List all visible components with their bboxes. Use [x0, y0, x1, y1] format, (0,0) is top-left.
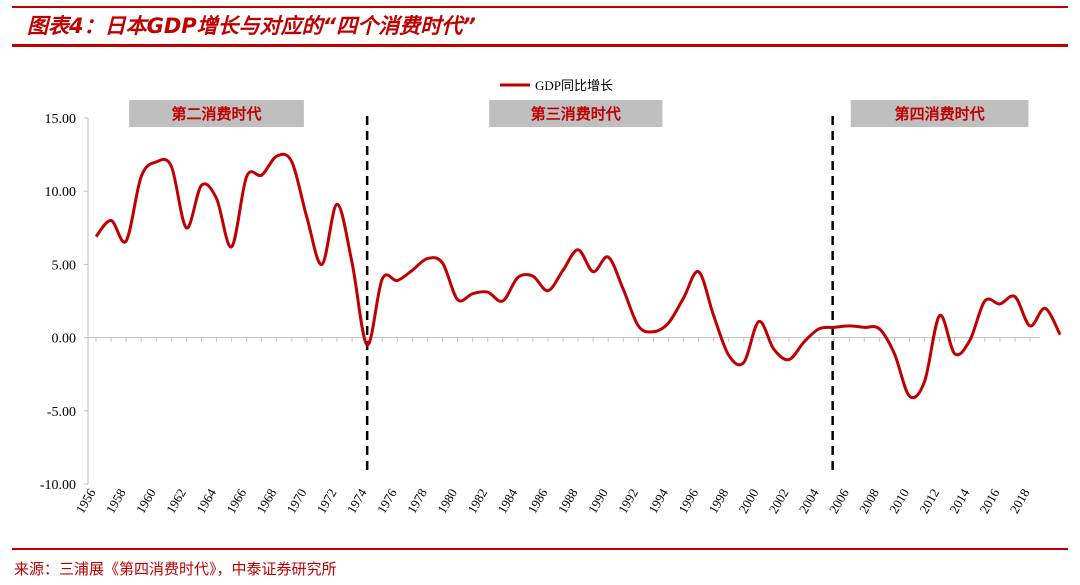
- x-tick-label: 2008: [856, 486, 882, 516]
- x-tick-label: 1992: [615, 486, 641, 516]
- x-tick-label: 2002: [766, 486, 792, 516]
- y-tick-label: 10.00: [45, 185, 77, 200]
- x-tick-label: 1994: [645, 486, 671, 516]
- x-tick-label: 1962: [163, 486, 189, 516]
- x-tick-label: 1984: [494, 486, 520, 516]
- x-tick-label: 2010: [886, 486, 912, 516]
- x-tick-label: 1980: [434, 486, 460, 516]
- footer: 来源：三浦展《第四消费时代》，中泰证券研究所: [0, 540, 1080, 585]
- x-tick-label: 2018: [1007, 486, 1033, 516]
- y-tick-label: -10.00: [40, 478, 76, 493]
- series-line-gdp: [94, 152, 1062, 400]
- footer-rule: [12, 548, 1068, 550]
- y-tick-label: 15.00: [45, 112, 77, 127]
- era-box: [129, 100, 304, 127]
- x-tick-label: 1976: [374, 486, 400, 516]
- legend-label: GDP同比增长: [535, 78, 613, 93]
- x-tick-label: 1960: [133, 486, 159, 516]
- chart: 15.00 10.00 5.00 0.00 -5.00 -10.00 1956 1958 196…: [0, 50, 1080, 540]
- x-tick-label: 1982: [464, 486, 490, 516]
- page-title: 图表4：日本GDP增长与对应的“四个消费时代”: [27, 14, 476, 38]
- era-box: [850, 100, 1029, 127]
- x-tick-label: 1988: [555, 486, 581, 516]
- era-box: [489, 100, 663, 127]
- x-tick-label: 1990: [585, 486, 611, 516]
- source-note: 来源：三浦展《第四消费时代》，中泰证券研究所: [14, 560, 337, 578]
- x-tick-label: 2016: [976, 486, 1002, 516]
- x-tick-label: 1956: [73, 486, 99, 516]
- x-tick-label: 2012: [916, 486, 942, 516]
- header-bottom-rule: [12, 44, 1068, 47]
- x-tick-label: 1974: [344, 486, 370, 516]
- x-tick-label: 2006: [826, 486, 852, 516]
- x-tick-label: 1998: [705, 486, 731, 516]
- x-tick-label: 2014: [946, 486, 972, 516]
- era-label: 第三消费时代: [531, 105, 621, 123]
- x-tick-label: 1970: [284, 486, 310, 516]
- x-tick-label: 1968: [253, 486, 279, 516]
- x-tick-label: 1996: [675, 486, 701, 516]
- x-tick-label: 1966: [223, 486, 249, 516]
- x-tick-label: 1986: [525, 486, 551, 516]
- y-tick-label: 5.00: [52, 258, 77, 273]
- y-tick-label: 0.00: [52, 332, 77, 347]
- x-tick-label: 1964: [193, 486, 219, 516]
- header: 图表4：日本GDP增长与对应的“四个消费时代”: [0, 0, 1080, 50]
- x-tick-label: 2004: [796, 486, 822, 516]
- header-top-rule: [12, 6, 1068, 8]
- x-tick-label: 1972: [314, 486, 340, 516]
- x-tick-label: 1958: [103, 486, 129, 516]
- y-tick-label: -5.00: [47, 405, 76, 420]
- era-label: 第四消费时代: [895, 105, 985, 123]
- x-tick-label: 2000: [735, 486, 761, 516]
- x-tick-label: 1978: [404, 486, 430, 516]
- era-label: 第二消费时代: [172, 105, 262, 123]
